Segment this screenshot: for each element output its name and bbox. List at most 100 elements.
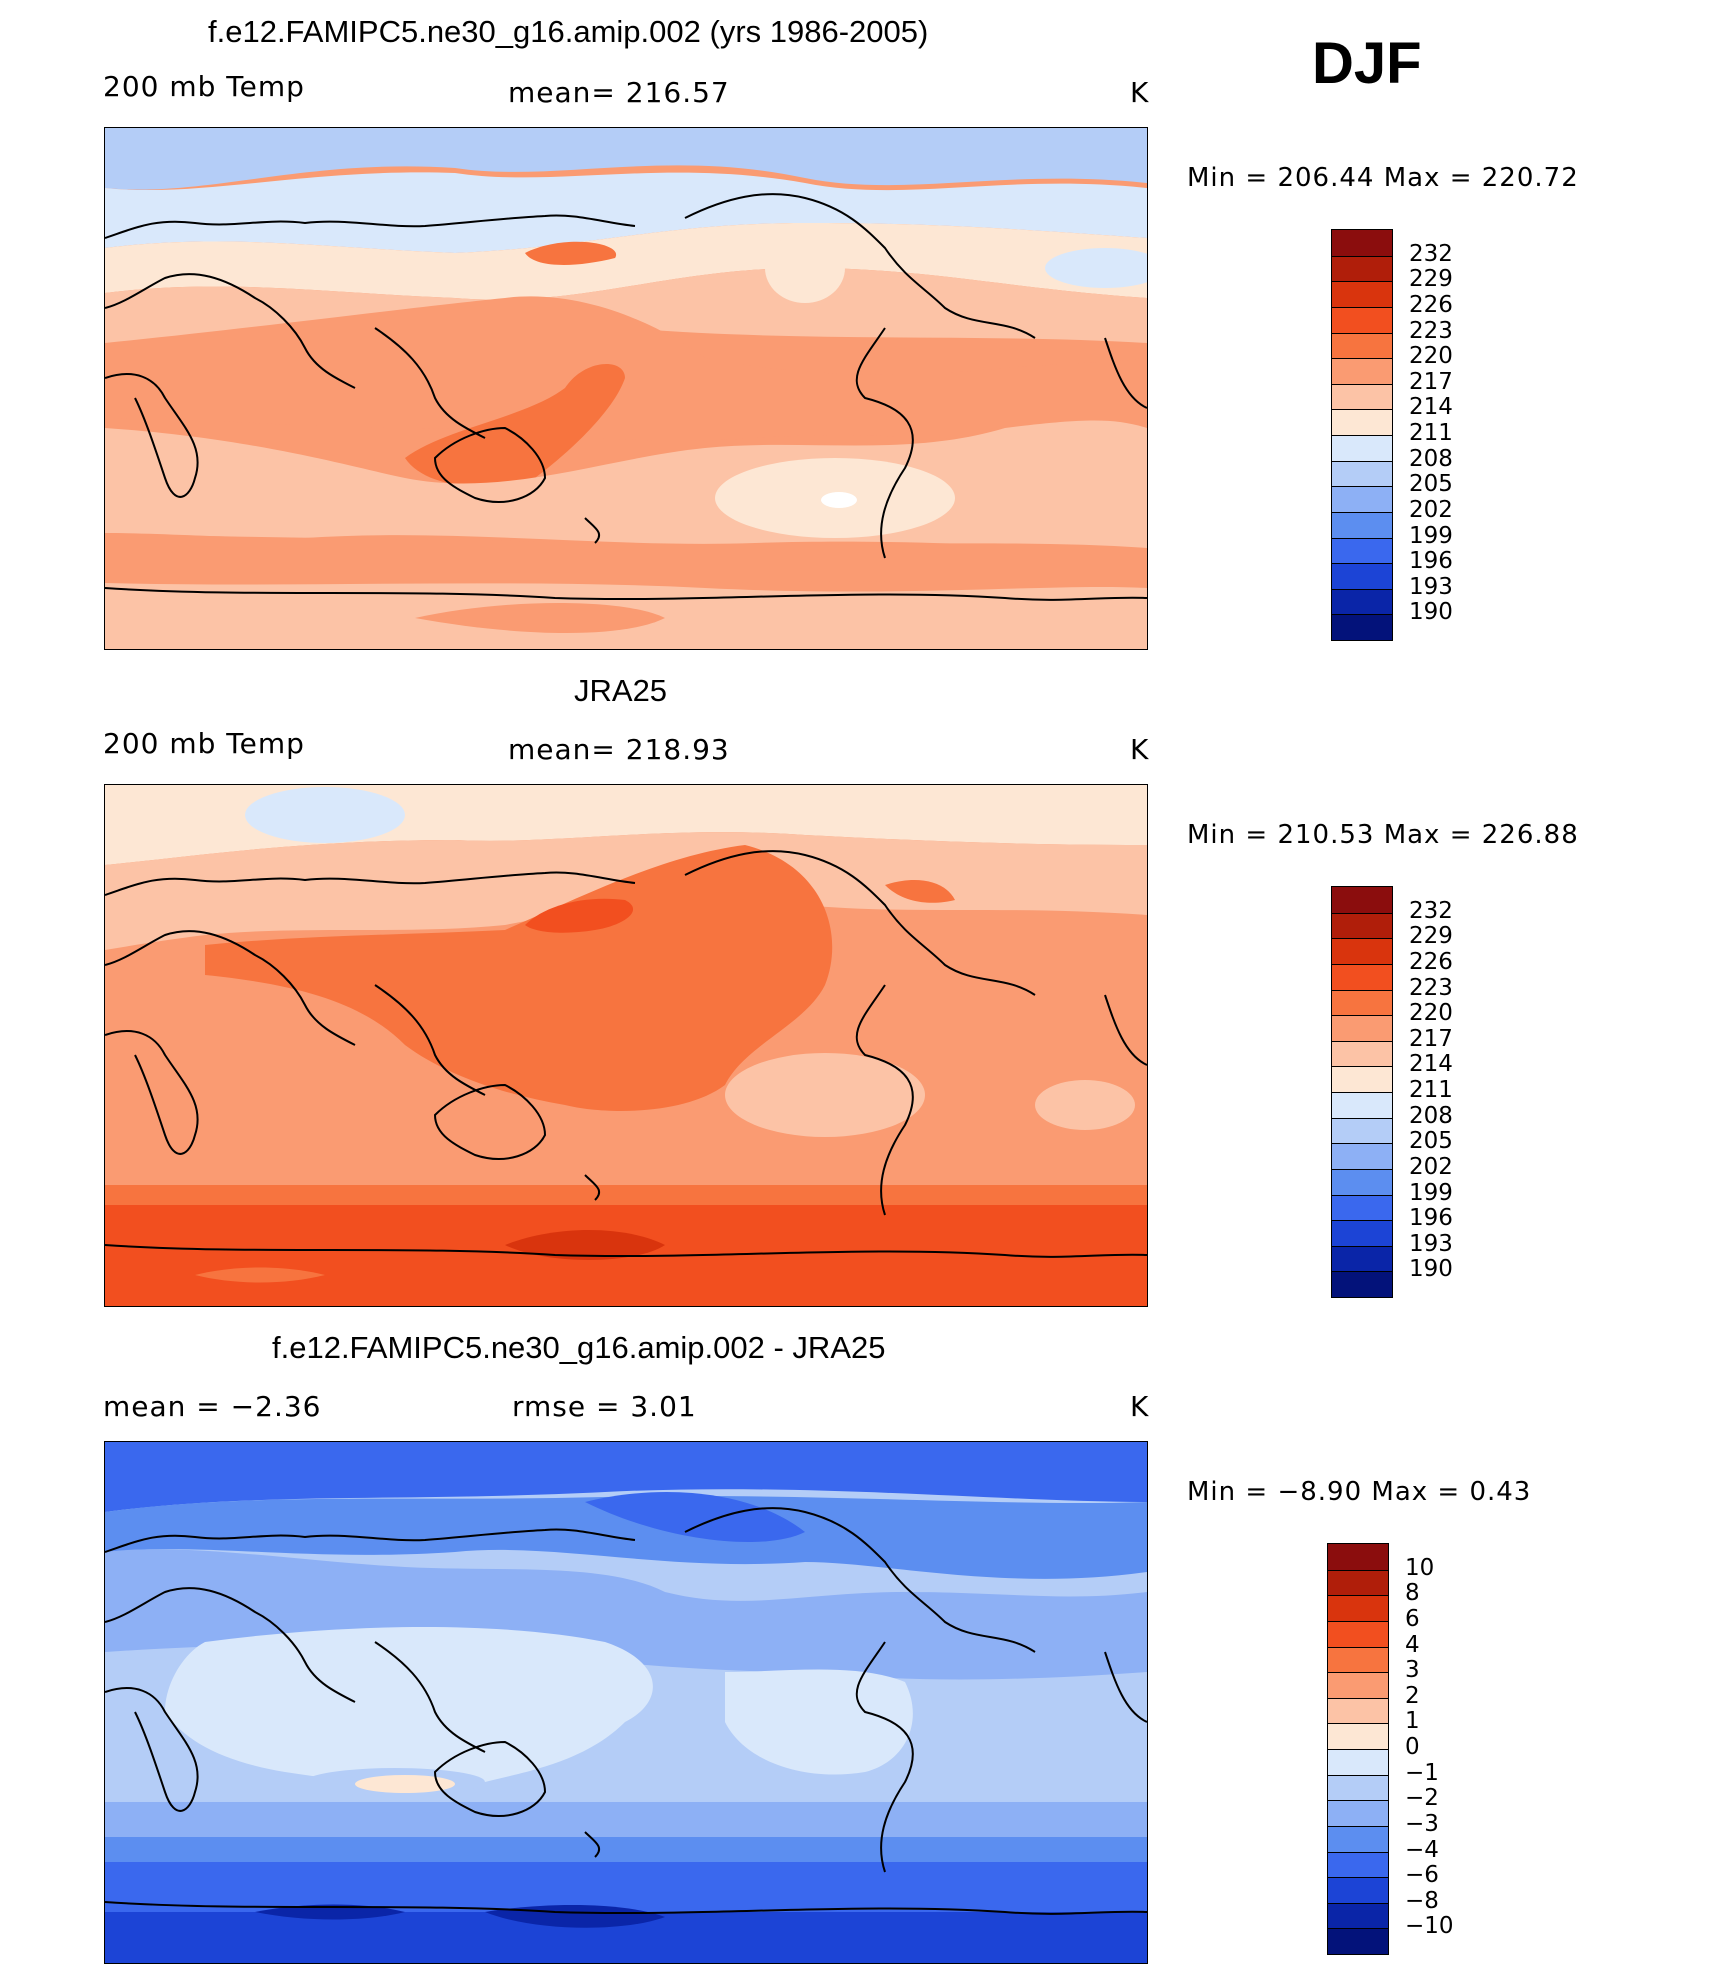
colorbar-swatch — [1332, 255, 1392, 282]
colorbar-swatch — [1328, 1646, 1388, 1673]
panel-3-map — [104, 1441, 1148, 1964]
colorbar-swatch — [1328, 1774, 1388, 1801]
colorbar-swatch — [1332, 1143, 1392, 1169]
colorbar-tick-label: 196 — [1409, 548, 1453, 575]
colorbar-swatch — [1328, 1569, 1388, 1596]
panel-3-title: f.e12.FAMIPC5.ne30_g16.amip.002 - JRA25 — [272, 1330, 886, 1365]
colorbar-tick-label: 214 — [1409, 1051, 1453, 1078]
colorbar-tick-label: −1 — [1405, 1759, 1439, 1786]
colorbar-swatch — [1332, 912, 1392, 939]
colorbar-tick-label: 217 — [1409, 368, 1453, 395]
panel-1-mean-label: mean= 216.57 — [508, 76, 730, 109]
panel-3-min-max: Min = −8.90 Max = 0.43 — [1187, 1477, 1532, 1507]
colorbar-swatch — [1332, 1194, 1392, 1221]
panel-2-title: JRA25 — [574, 673, 668, 708]
colorbar-swatch — [1332, 332, 1392, 359]
colorbar-swatch — [1332, 486, 1392, 512]
colorbar-swatch — [1332, 306, 1392, 333]
colorbar-tick-label: 202 — [1409, 1153, 1453, 1180]
colorbar-tick-label: 8 — [1405, 1580, 1420, 1607]
colorbar-swatch — [1332, 435, 1392, 461]
colorbar-tick-label: 208 — [1409, 445, 1453, 472]
panel-3-colorbar — [1327, 1543, 1389, 1955]
colorbar-tick-label: 229 — [1409, 923, 1453, 950]
colorbar-swatch — [1328, 1697, 1388, 1724]
colorbar-swatch — [1328, 1877, 1388, 1903]
colorbar-swatch — [1332, 511, 1392, 538]
colorbar-tick-label: 190 — [1409, 1256, 1453, 1283]
colorbar-tick-label: 223 — [1409, 974, 1453, 1001]
colorbar-tick-label: 10 — [1405, 1554, 1435, 1581]
panel-2-min-max: Min = 210.53 Max = 226.88 — [1187, 820, 1579, 850]
colorbar-swatch — [1332, 1271, 1392, 1297]
panel-2-units: K — [1130, 733, 1150, 766]
panel-2-colorbar — [1331, 886, 1393, 1298]
colorbar-swatch — [1332, 1015, 1392, 1041]
colorbar-tick-label: 220 — [1409, 343, 1453, 370]
colorbar-swatch — [1332, 281, 1392, 307]
colorbar-tick-label: 205 — [1409, 1128, 1453, 1155]
colorbar-tick-label: −4 — [1405, 1836, 1439, 1863]
colorbar-tick-label: 4 — [1405, 1631, 1420, 1658]
colorbar-tick-label: 214 — [1409, 394, 1453, 421]
colorbar-swatch — [1332, 460, 1392, 487]
colorbar-swatch — [1332, 537, 1392, 564]
colorbar-swatch — [1332, 614, 1392, 640]
colorbar-tick-label: −3 — [1405, 1810, 1439, 1837]
colorbar-tick-label: 196 — [1409, 1205, 1453, 1232]
colorbar-swatch — [1328, 1825, 1388, 1852]
panel-1-map — [104, 127, 1148, 650]
colorbar-tick-label: −8 — [1405, 1887, 1439, 1914]
colorbar-tick-label: −10 — [1405, 1913, 1454, 1940]
colorbar-swatch — [1332, 1168, 1392, 1195]
colorbar-swatch — [1332, 358, 1392, 384]
colorbar-swatch — [1332, 409, 1392, 435]
colorbar-swatch — [1332, 588, 1392, 615]
colorbar-tick-label: 229 — [1409, 266, 1453, 293]
panel-3-mean-label: mean = −2.36 — [103, 1390, 322, 1423]
panel-2-left-label: 200 mb Temp — [103, 727, 305, 760]
colorbar-swatch — [1332, 989, 1392, 1016]
colorbar-swatch — [1332, 1066, 1392, 1092]
colorbar-tick-label: 199 — [1409, 1179, 1453, 1206]
colorbar-tick-label: −6 — [1405, 1862, 1439, 1889]
colorbar-swatch — [1328, 1749, 1388, 1775]
colorbar-swatch — [1332, 1040, 1392, 1067]
colorbar-swatch — [1328, 1928, 1388, 1954]
colorbar-swatch — [1328, 1902, 1388, 1929]
season-label: DJF — [1312, 31, 1422, 96]
panel-3-rmse-label: rmse = 3.01 — [512, 1390, 697, 1423]
panel-2-mean-label: mean= 218.93 — [508, 733, 730, 766]
colorbar-tick-label: 0 — [1405, 1734, 1420, 1760]
colorbar-tick-label: 226 — [1409, 948, 1453, 975]
colorbar-tick-label: 1 — [1405, 1708, 1420, 1735]
panel-1-title: f.e12.FAMIPC5.ne30_g16.amip.002 (yrs 198… — [208, 14, 929, 49]
colorbar-tick-label: 232 — [1409, 240, 1453, 267]
colorbar-tick-label: 211 — [1409, 1077, 1453, 1103]
colorbar-swatch — [1328, 1723, 1388, 1749]
colorbar-swatch — [1328, 1800, 1388, 1826]
colorbar-swatch — [1332, 1092, 1392, 1118]
colorbar-tick-label: 217 — [1409, 1025, 1453, 1052]
colorbar-swatch — [1332, 1117, 1392, 1144]
colorbar-swatch — [1332, 1245, 1392, 1272]
colorbar-tick-label: −2 — [1405, 1785, 1439, 1812]
colorbar-swatch — [1332, 563, 1392, 589]
colorbar-swatch — [1332, 887, 1392, 913]
colorbar-tick-label: 223 — [1409, 317, 1453, 344]
colorbar-swatch — [1332, 230, 1392, 256]
colorbar-swatch — [1332, 963, 1392, 990]
colorbar-swatch — [1328, 1851, 1388, 1878]
colorbar-tick-label: 232 — [1409, 897, 1453, 924]
colorbar-tick-label: 211 — [1409, 420, 1453, 446]
panel-1-left-label: 200 mb Temp — [103, 70, 305, 103]
colorbar-tick-label: 190 — [1409, 599, 1453, 626]
colorbar-swatch — [1328, 1595, 1388, 1621]
panel-1-colorbar — [1331, 229, 1393, 641]
colorbar-tick-label: 3 — [1405, 1657, 1420, 1684]
colorbar-swatch — [1332, 938, 1392, 964]
colorbar-tick-label: 202 — [1409, 496, 1453, 523]
colorbar-tick-label: 193 — [1409, 1230, 1453, 1257]
colorbar-tick-label: 199 — [1409, 522, 1453, 549]
colorbar-tick-label: 208 — [1409, 1102, 1453, 1129]
